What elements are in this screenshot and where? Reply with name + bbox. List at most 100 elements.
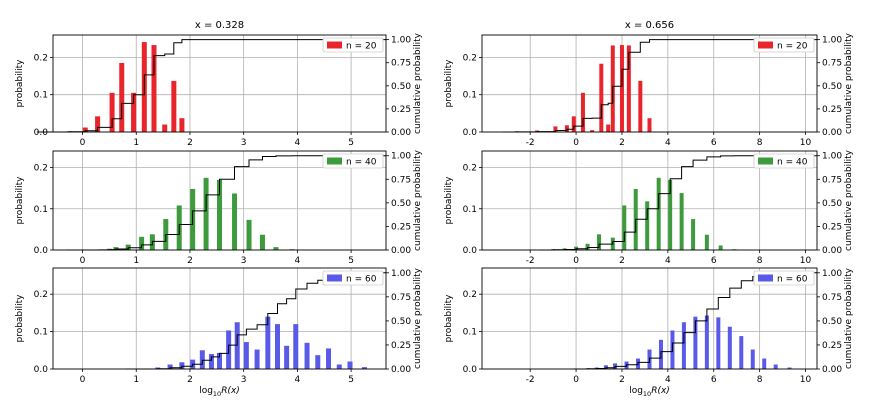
plot-frame <box>481 150 818 251</box>
histogram-bar <box>315 355 321 369</box>
legend-label: n = 60 <box>346 275 377 285</box>
histogram-bar <box>167 364 173 369</box>
panel-5: 0 1 2 3 4 5 0.0 0.1 0.2 0.00 0.25 0.50 0.75 1.00 proba… <box>15 267 423 398</box>
plot-frame <box>52 34 387 133</box>
histogram-bar <box>234 322 240 369</box>
y-tick-label: 0.2 <box>463 53 477 63</box>
x-tick-label: 8 <box>757 138 763 148</box>
cumulative-probability-line <box>66 155 386 251</box>
y-tick-label: 0.0 <box>34 365 49 375</box>
histogram-bar <box>254 349 260 369</box>
panel-2: -2 0 2 4 6 8 10 0.0 0.1 0.2 0.00 0.25 0.50 0.75 1.00 pr… <box>444 20 854 148</box>
y2-tick-label: 0.25 <box>822 341 842 351</box>
y2-tick-label: 0.00 <box>822 128 842 138</box>
x-tick-label: 2 <box>187 256 193 266</box>
y-tick-label: 0.1 <box>463 205 477 215</box>
x-tick-label: -2 <box>526 256 535 266</box>
legend-swatch <box>327 41 342 49</box>
x-tick-label: 0 <box>80 256 86 266</box>
y-tick-label: 0.2 <box>34 164 48 174</box>
plot-frame <box>52 150 387 251</box>
column-title: x = 0.656 <box>625 20 674 31</box>
y-tick-label: 0.2 <box>34 290 48 300</box>
histogram-bar <box>179 118 185 132</box>
legend-label: n = 20 <box>777 42 808 52</box>
y2-tick-label: 0.75 <box>391 59 411 69</box>
histogram-bar <box>217 179 222 250</box>
x-tick-label: 4 <box>665 138 671 148</box>
legend-swatch <box>758 157 773 165</box>
histogram-bar <box>151 45 157 133</box>
y-tick-label: 0.0 <box>463 246 478 256</box>
y2-tick-label: 0.75 <box>391 175 411 185</box>
y2-tick-label: 0.75 <box>822 175 842 185</box>
x-tick-label: 2 <box>187 138 193 148</box>
plot-frame <box>481 267 818 370</box>
y2-tick-label: 0.75 <box>391 293 411 303</box>
y2-tick-label: 0.00 <box>391 365 411 375</box>
y-axis-label: probability <box>15 294 25 343</box>
y2-tick-label: 0.50 <box>391 199 411 209</box>
x-tick-label: 2 <box>619 256 625 266</box>
y-axis-label: probability <box>15 59 25 108</box>
y2-tick-label: 0.50 <box>391 317 411 327</box>
y2-tick-label: 0.25 <box>391 341 411 351</box>
histogram-bar <box>656 177 661 250</box>
y-tick-label: 0.2 <box>463 290 477 300</box>
y-tick-label: 0.1 <box>34 205 48 215</box>
histogram-bar <box>638 80 643 132</box>
y2-tick-label: 1.00 <box>391 36 411 46</box>
x-tick-label: 6 <box>711 375 717 385</box>
x-tick-label: 4 <box>665 256 671 266</box>
histogram-bar <box>82 127 88 132</box>
cumulative-probability-line <box>36 39 386 133</box>
histogram-bar <box>275 324 281 369</box>
x-label-subscript: 10 <box>643 390 651 398</box>
x-label-rest: R(x) <box>651 386 670 396</box>
legend: n = 40 <box>753 153 815 169</box>
histogram-bar <box>585 243 590 250</box>
histogram-bar <box>571 116 576 132</box>
histogram-bar <box>727 326 732 369</box>
histogram-bar <box>647 118 652 132</box>
y2-axis-label: cumulative probability <box>413 32 423 134</box>
x-tick-label: 10 <box>800 256 812 266</box>
legend-swatch <box>327 157 342 165</box>
y2-axis-label: cumulative probability <box>413 149 423 251</box>
x-tick-label: 0 <box>80 375 86 385</box>
x-tick-label: 1 <box>133 138 139 148</box>
legend-swatch <box>758 41 773 49</box>
histogram-bar <box>171 80 177 132</box>
x-tick-label: 4 <box>295 256 301 266</box>
y2-axis-label: cumulative probability <box>844 267 854 369</box>
histogram-bar <box>622 205 627 250</box>
x-tick-label: 4 <box>665 375 671 385</box>
legend-swatch <box>758 274 773 282</box>
y-axis-label: probability <box>444 176 454 225</box>
histogram-bar <box>691 219 696 250</box>
panel-3: 0 1 2 3 4 5 0.0 0.1 0.2 0.00 0.25 0.50 0.75 1.00 proba… <box>15 149 423 266</box>
x-tick-label: 10 <box>800 375 812 385</box>
histogram-bar <box>553 126 558 132</box>
histogram-bar <box>246 219 252 250</box>
x-tick-label: 4 <box>295 138 301 148</box>
histogram-bar <box>590 130 595 132</box>
histogram-bar <box>693 316 698 369</box>
histogram-bar <box>259 234 265 250</box>
histogram-bar <box>704 315 709 369</box>
panel-1: 0 1 2 3 4 5 0.0 0.1 0.2 0.00 0.25 0.50 0.75 1.00 proba… <box>15 20 423 148</box>
x-tick-label: -2 <box>526 375 535 385</box>
x-tick-label: 3 <box>241 375 247 385</box>
histogram-bar <box>119 62 125 132</box>
y-tick-label: 0.2 <box>34 53 48 63</box>
y2-tick-label: 0.00 <box>391 246 411 256</box>
histogram-bar <box>203 177 209 250</box>
histogram-bar <box>162 124 168 132</box>
legend-label: n = 60 <box>777 275 808 285</box>
legend-label: n = 40 <box>346 158 377 168</box>
histogram-bar <box>208 354 214 369</box>
histogram-bar <box>564 125 569 132</box>
y-tick-label: 0.0 <box>463 128 478 138</box>
histogram-bar <box>762 358 767 369</box>
histogram-bar <box>217 352 222 369</box>
